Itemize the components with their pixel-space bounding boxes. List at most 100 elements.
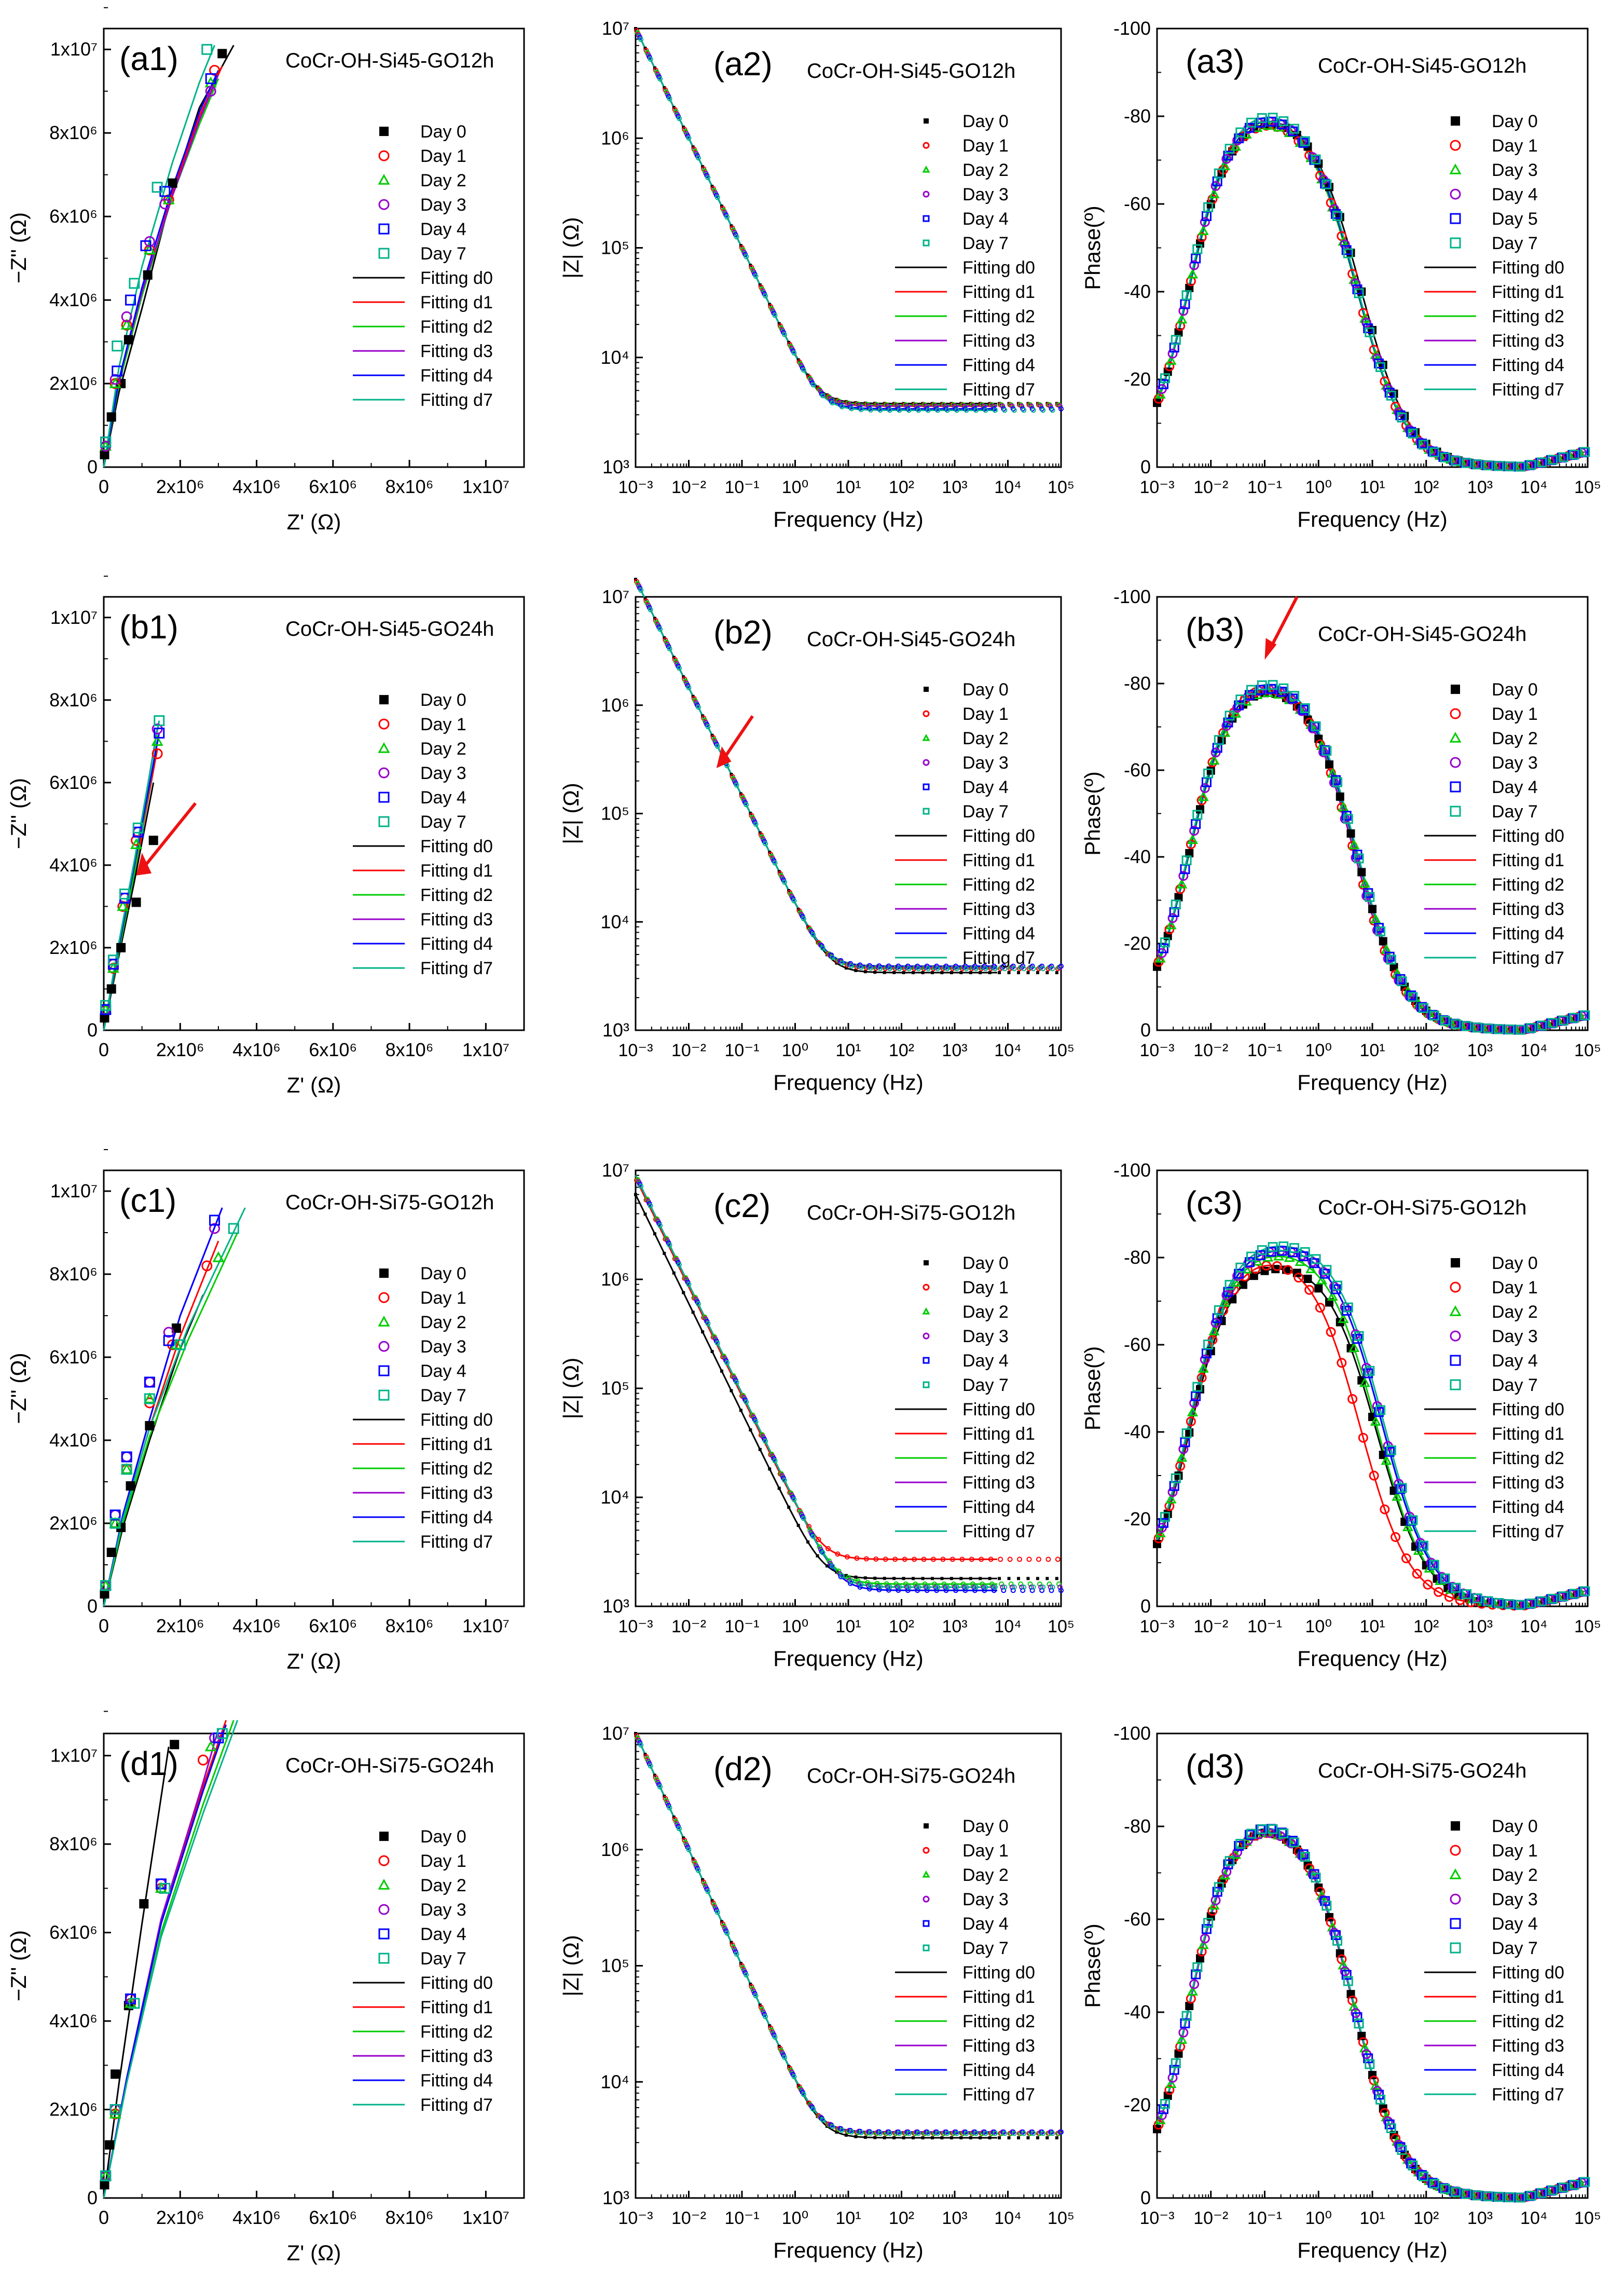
data-point-day-4 (943, 963, 949, 969)
data-point-day-7 (1257, 680, 1267, 690)
data-point-day-7 (714, 1909, 720, 1915)
data-point-day-7 (1002, 966, 1008, 972)
x-tick-label: 10³ (1467, 1617, 1493, 1636)
data-point-day-4 (953, 1588, 959, 1593)
data-point-day-7 (1040, 1585, 1046, 1590)
legend-marker-4 (1450, 781, 1461, 793)
legend-label: Fitting d1 (1492, 282, 1564, 302)
data-point-day-2 (1273, 1250, 1285, 1261)
data-point-day-3 (1038, 403, 1044, 409)
data-point-day-7 (791, 898, 797, 904)
data-point-day-3 (961, 403, 967, 409)
data-point-day-2 (1348, 1342, 1360, 1353)
data-point-day-2 (100, 1579, 112, 1590)
data-point-day-7 (1181, 1428, 1192, 1439)
legend-marker-day-0 (1451, 116, 1460, 126)
legend-marker-day-0 (379, 127, 389, 136)
data-point-day-3 (885, 403, 890, 409)
y-axis-label: −Z'' (Ω) (6, 778, 31, 849)
data-point-day-7 (677, 1826, 682, 1832)
data-point-day-4 (1244, 1257, 1255, 1267)
legend: Day 0 Day 1 Day 2 Day 3 Day 4 Day 7 Fitting d0… (1424, 680, 1564, 968)
x-tick-label: 10⁴ (994, 477, 1021, 497)
data-point-day-7 (648, 1203, 653, 1209)
y-tick-label: 2x10⁶ (49, 373, 98, 394)
x-tick-label: 6x10⁶ (309, 1615, 357, 1636)
data-point-day-4 (857, 1584, 863, 1590)
panel-d3: 10⁻³ 10⁻² 10⁻¹ 10⁰ 10¹ 10² 10³ 10⁴ 10⁵ Frequency … (1080, 1723, 1601, 2262)
y-axis-label: −Z'' (Ω) (6, 1930, 31, 2001)
data-point-day-0 (835, 2131, 838, 2134)
data-point-day-4 (1341, 1970, 1352, 1980)
data-point-day-1 (1401, 1553, 1411, 1563)
legend-label: Day 3 (420, 1900, 466, 1920)
data-point-day-7 (112, 340, 123, 352)
legend-label: Day 3 (962, 753, 1009, 773)
x-tick-label: 0 (99, 476, 109, 497)
data-point-day-4 (1277, 687, 1287, 697)
y-tick-label: 10⁴ (600, 2071, 629, 2092)
data-point-day-7 (1160, 373, 1171, 384)
data-point-day-2 (1219, 160, 1231, 170)
data-point-day-0 (1357, 868, 1366, 877)
y-tick-label: -100 (1113, 18, 1151, 39)
data-point-day-4 (1395, 1484, 1406, 1494)
data-point-day-0 (863, 970, 867, 974)
data-point-day-1 (892, 1557, 898, 1562)
legend-label: Day 1 (962, 704, 1009, 724)
legend-marker-1 (923, 1847, 930, 1854)
data-point-day-7 (1040, 407, 1046, 413)
panel-label: (a1) (119, 40, 178, 77)
data-point-day-7 (1494, 1598, 1504, 1608)
data-point-day-7 (1224, 1280, 1235, 1290)
data-point-day-7 (695, 1301, 701, 1307)
data-point-day-7 (973, 2131, 979, 2136)
data-point-day-0 (145, 1421, 155, 1430)
legend-label: Fitting d3 (420, 1483, 493, 1503)
data-point-day-7 (686, 685, 692, 691)
legend-label: Fitting d0 (962, 258, 1035, 278)
data-point-day-3 (1415, 437, 1425, 447)
data-point-day-0 (1163, 2091, 1172, 2100)
data-point-day-0 (883, 1577, 886, 1580)
data-point-day-0 (730, 1389, 733, 1392)
data-point-day-7 (1429, 2179, 1439, 2189)
data-point-day-0 (998, 1577, 1001, 1580)
data-point-day-1 (209, 64, 221, 76)
data-point-day-4 (1158, 1518, 1168, 1528)
data-point-day-0 (940, 2136, 944, 2139)
data-point-day-0 (1045, 2136, 1049, 2139)
data-point-day-7 (897, 407, 902, 413)
data-point-day-2 (1187, 268, 1199, 279)
data-point-day-3 (209, 1223, 221, 1234)
panel-label: (d2) (713, 1750, 773, 1787)
data-point-day-2 (1338, 801, 1349, 812)
legend-label: Day 1 (1492, 136, 1538, 156)
x-tick-label: 10⁰ (782, 2208, 808, 2228)
data-point-day-4 (982, 1588, 987, 1593)
data-point-day-4 (1352, 1334, 1362, 1344)
data-point-day-2 (1176, 2033, 1188, 2044)
data-point-day-0 (844, 1574, 848, 1577)
y-tick-label: -60 (1124, 759, 1151, 781)
data-point-day-1 (835, 1551, 841, 1557)
data-point-day-4 (1001, 963, 1007, 969)
x-tick-label: 10² (1413, 2208, 1439, 2228)
data-point-day-7 (695, 704, 701, 710)
legend-label: Day 4 (420, 220, 466, 239)
y-tick-label: 4x10⁶ (49, 2010, 98, 2031)
legend-label: Day 0 (962, 680, 1009, 700)
data-point-day-2 (1176, 1452, 1188, 1462)
data-point-day-7 (801, 367, 806, 373)
data-point-day-0 (768, 1467, 772, 1471)
data-point-day-7 (657, 76, 663, 82)
data-point-day-4 (1158, 2104, 1168, 2114)
data-point-day-7 (1021, 1585, 1027, 1590)
data-point-day-7 (1171, 1473, 1181, 1483)
y-tick-label: -100 (1113, 1723, 1151, 1744)
legend-label: Fitting d2 (420, 885, 493, 905)
data-point-day-7 (1386, 390, 1396, 401)
legend-marker-3 (378, 1904, 390, 1915)
legend-label: Day 1 (962, 136, 1009, 156)
data-point-day-1 (1007, 1557, 1013, 1562)
